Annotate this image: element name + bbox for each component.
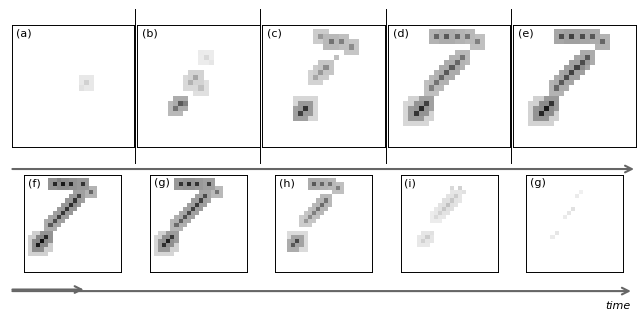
Text: (d): (d) [393,28,408,38]
Text: (a): (a) [17,28,32,38]
Text: (c): (c) [268,28,282,38]
Text: (g): (g) [530,178,546,188]
Text: (b): (b) [142,28,157,38]
Text: (g): (g) [154,178,170,188]
Text: (e): (e) [518,28,534,38]
Text: (f): (f) [28,178,41,188]
Text: (h): (h) [279,178,295,188]
Text: time: time [605,301,630,311]
Text: (i): (i) [404,178,417,188]
